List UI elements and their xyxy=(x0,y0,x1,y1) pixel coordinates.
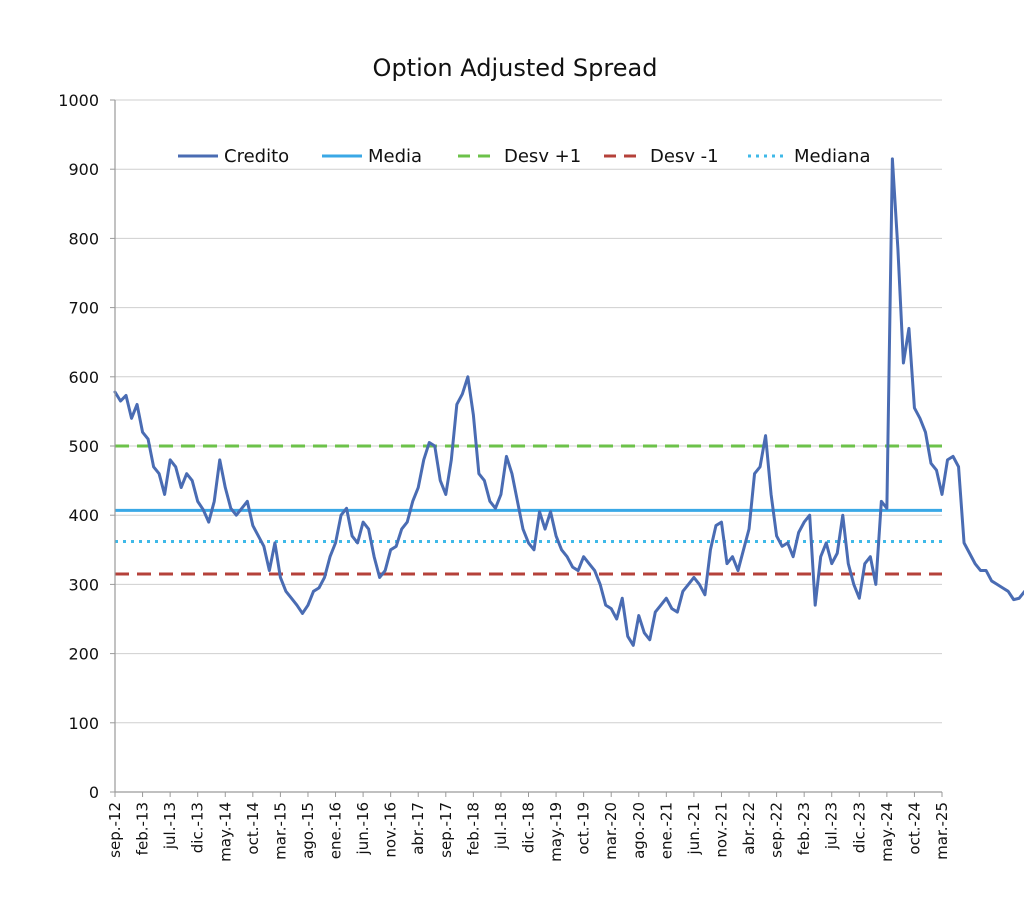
x-tick-label: mar.-25 xyxy=(933,802,951,860)
y-tick-label: 800 xyxy=(68,229,99,248)
x-tick-label: jul.-18 xyxy=(492,802,510,850)
y-tick-label: 100 xyxy=(68,714,99,733)
y-tick-label: 1000 xyxy=(58,91,99,110)
x-tick-label: abr.-17 xyxy=(409,802,427,855)
x-tick-label: abr.-22 xyxy=(740,802,758,855)
y-tick-label: 900 xyxy=(68,160,99,179)
x-tick-label: feb.-23 xyxy=(795,802,813,855)
legend-item-credito: Credito xyxy=(178,146,289,167)
legend-item-media: Media xyxy=(322,146,422,167)
x-tick-label: ene.-21 xyxy=(657,802,675,859)
x-tick-label: may.-24 xyxy=(878,802,896,862)
x-tick-label: jul.-13 xyxy=(161,802,179,850)
x-tick-label: may.-14 xyxy=(216,802,234,862)
y-tick-label: 0 xyxy=(89,783,99,802)
legend-label: Desv +1 xyxy=(504,146,581,167)
axis-layer: 0 100 200 300 400 500 600 700 800 900 1000 sep.-12 f… xyxy=(58,91,951,862)
x-tick-label: mar.-15 xyxy=(271,802,289,860)
y-tick-label: 500 xyxy=(68,437,99,456)
x-tick-label: oct.-24 xyxy=(905,802,923,855)
x-tick-label: oct.-19 xyxy=(575,802,593,855)
x-tick-label: jun.-16 xyxy=(354,802,372,855)
legend-label: Mediana xyxy=(794,146,871,167)
x-tick-label: mar.-20 xyxy=(602,802,620,860)
legend-item-mediana: Mediana xyxy=(748,146,871,167)
reference-lines xyxy=(115,444,942,576)
legend-item-desv-1: Desv -1 xyxy=(604,146,719,167)
x-tick-label: sep.-17 xyxy=(437,802,455,858)
legend: Credito Media Desv +1 Desv -1 Mediana xyxy=(178,146,871,167)
series-layer xyxy=(113,157,1024,647)
x-tick-label: dic.-23 xyxy=(850,802,868,853)
x-tick-label: dic.-18 xyxy=(520,802,538,853)
y-tick-label: 200 xyxy=(68,645,99,664)
legend-label: Media xyxy=(368,146,422,167)
legend-label: Credito xyxy=(224,146,289,167)
x-tick-label: ago.-20 xyxy=(630,802,648,859)
y-tick-label: 600 xyxy=(68,368,99,387)
series-line-credito xyxy=(113,157,1024,647)
x-tick-label: feb.-18 xyxy=(464,802,482,855)
y-tick-label: 300 xyxy=(68,575,99,594)
x-tick-label: jun.-21 xyxy=(685,802,703,855)
y-tick-label: 400 xyxy=(68,506,99,525)
grid-layer xyxy=(115,99,942,724)
x-tick-label: nov.-21 xyxy=(712,802,730,858)
x-tick-label: dic.-13 xyxy=(189,802,207,853)
legend-item-desv-1: Desv +1 xyxy=(458,146,581,167)
x-tick-label: jul.-23 xyxy=(823,802,841,850)
x-tick-label: may.-19 xyxy=(547,802,565,862)
x-tick-label: nov.-16 xyxy=(382,802,400,858)
legend-label: Desv -1 xyxy=(650,146,719,167)
x-tick-label: feb.-13 xyxy=(134,802,152,855)
x-tick-label: ago.-15 xyxy=(299,802,317,859)
x-tick-label: ene.-16 xyxy=(327,802,345,859)
y-tick-label: 700 xyxy=(68,299,99,318)
x-tick-label: sep.-22 xyxy=(768,802,786,858)
x-tick-label: oct.-14 xyxy=(244,802,262,855)
x-tick-label: sep.-12 xyxy=(106,802,124,858)
chart-title: Option Adjusted Spread xyxy=(373,54,658,82)
